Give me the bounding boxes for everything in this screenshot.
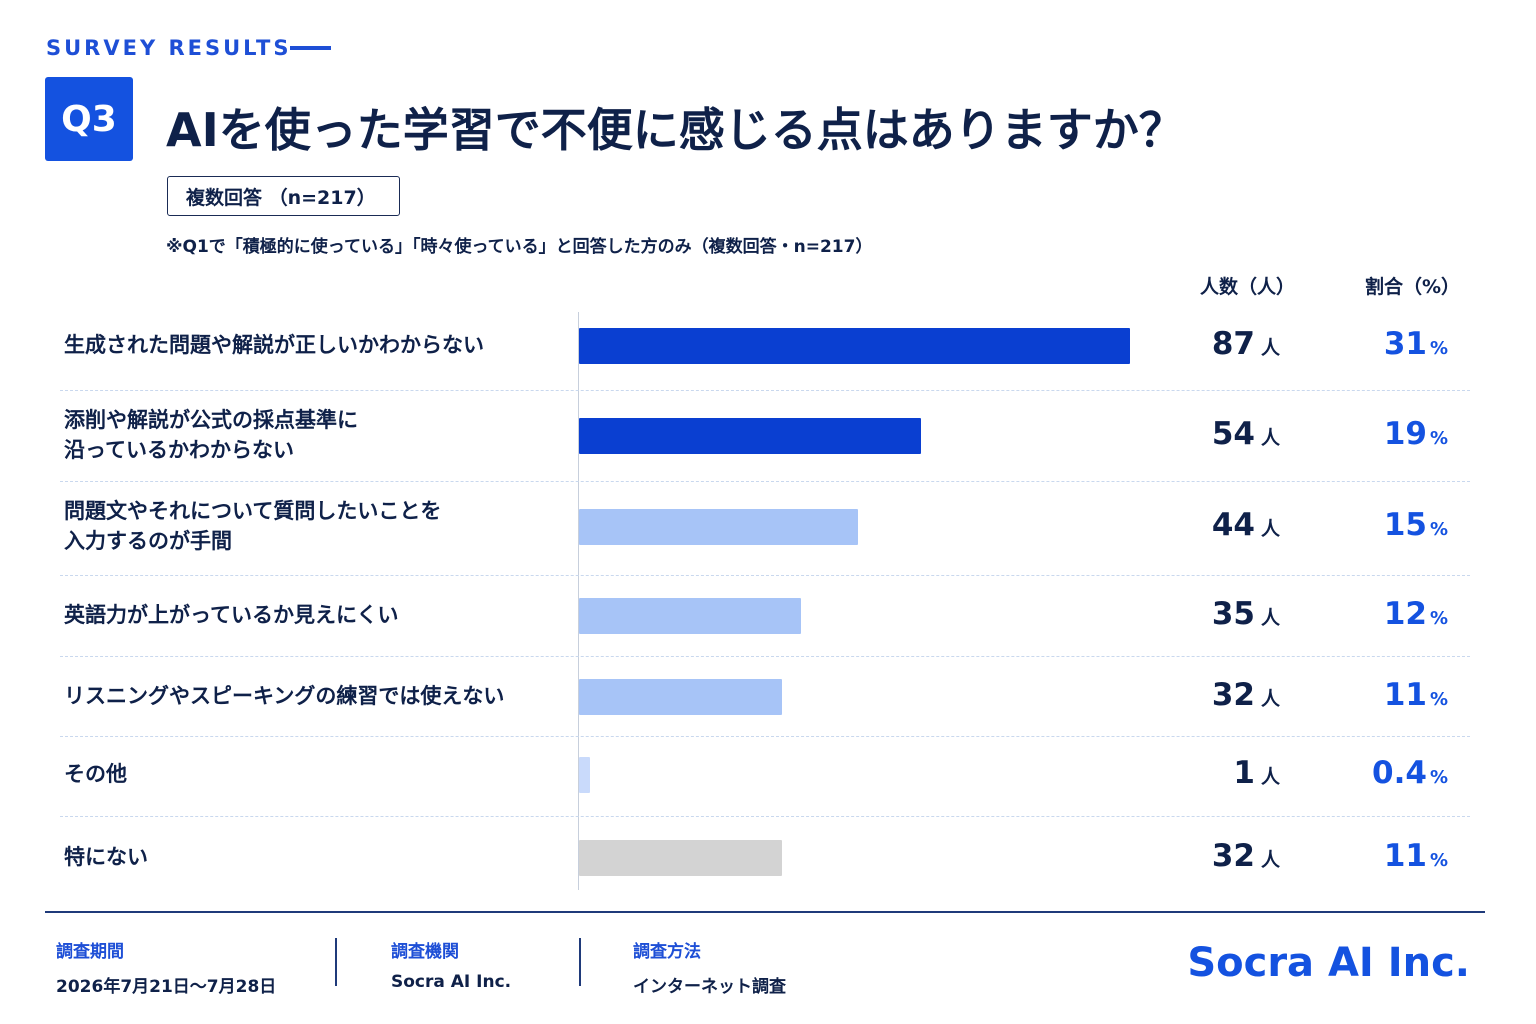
category-label: リスニングやスピーキングの練習では使えない xyxy=(64,681,504,711)
percent-column-header: 割合（%） xyxy=(1365,276,1461,298)
survey-period: 調査期間 2026年7月21日〜7月28日 xyxy=(56,937,276,997)
bar xyxy=(579,679,782,715)
footer-divider xyxy=(45,911,1485,913)
percent-value: 11% xyxy=(1300,677,1448,713)
count-number: 44 xyxy=(1211,507,1255,543)
survey-period-value: 2026年7月21日〜7月28日 xyxy=(56,977,277,997)
percent-value: 12% xyxy=(1300,596,1448,632)
company-logo-text: Socra AI Inc. xyxy=(1187,940,1470,986)
percent-number: 12 xyxy=(1383,596,1427,632)
percent-unit: % xyxy=(1429,608,1448,629)
page-title: AIを使った学習で不便に感じる点はありますか？ xyxy=(166,103,1185,157)
percent-number: 0.4 xyxy=(1372,755,1427,791)
count-unit: 人 xyxy=(1260,337,1280,359)
row-divider xyxy=(60,481,1470,482)
footer-separator xyxy=(335,938,337,986)
count-unit: 人 xyxy=(1260,427,1280,449)
row-divider xyxy=(60,736,1470,737)
survey-label: SURVEY RESULTS xyxy=(46,36,292,60)
count-value: 35 人 xyxy=(1130,596,1280,632)
count-unit: 人 xyxy=(1260,688,1280,710)
survey-method: 調査方法 インターネット調査 xyxy=(633,937,786,997)
count-value: 44 人 xyxy=(1130,507,1280,543)
percent-unit: % xyxy=(1429,338,1448,359)
row-divider xyxy=(60,575,1470,576)
count-value: 32 人 xyxy=(1130,838,1280,874)
category-label: 問題文やそれについて質問したいことを 入力するのが手間 xyxy=(64,496,441,556)
percent-value: 15% xyxy=(1300,507,1448,543)
count-column-header: 人数（人） xyxy=(1200,276,1296,298)
count-value: 54 人 xyxy=(1130,416,1280,452)
bar xyxy=(579,757,590,793)
category-label: その他 xyxy=(64,759,127,789)
percent-value: 31% xyxy=(1300,326,1448,362)
count-value: 32 人 xyxy=(1130,677,1280,713)
survey-period-label: 調査期間 xyxy=(56,942,124,962)
bar xyxy=(579,840,782,876)
row-divider xyxy=(60,390,1470,391)
category-label-line: 生成された問題や解説が正しいかわからない xyxy=(64,333,484,357)
row-divider xyxy=(60,656,1470,657)
footer-separator xyxy=(579,938,581,986)
row-divider xyxy=(60,816,1470,817)
bar xyxy=(579,598,801,634)
count-number: 32 xyxy=(1211,677,1255,713)
percent-value: 19% xyxy=(1300,416,1448,452)
bar xyxy=(579,418,921,454)
category-label-line: 問題文やそれについて質問したいことを xyxy=(64,499,442,523)
category-label-line: 沿っているかわからない xyxy=(64,438,294,462)
survey-organization: 調査機関 Socra AI Inc. xyxy=(391,937,511,992)
percent-unit: % xyxy=(1429,767,1448,788)
percent-number: 11 xyxy=(1383,677,1427,713)
count-number: 35 xyxy=(1211,596,1255,632)
percent-value: 11% xyxy=(1300,838,1448,874)
percent-number: 31 xyxy=(1383,326,1427,362)
count-number: 87 xyxy=(1211,326,1255,362)
percent-value: 0.4% xyxy=(1300,755,1448,791)
category-label-line: 添削や解説が公式の採点基準に xyxy=(64,408,358,432)
category-label: 特にない xyxy=(64,842,148,872)
respondent-note: ※Q1で「積極的に使っている」「時々使っている」と回答した方のみ（複数回答・n=… xyxy=(166,237,873,257)
category-label-line: リスニングやスピーキングの練習では使えない xyxy=(64,684,505,708)
survey-method-value: インターネット調査 xyxy=(633,977,786,997)
category-label-line: 入力するのが手間 xyxy=(64,529,232,553)
percent-unit: % xyxy=(1429,519,1448,540)
percent-unit: % xyxy=(1429,428,1448,449)
count-number: 32 xyxy=(1211,838,1255,874)
bar xyxy=(579,509,858,545)
count-unit: 人 xyxy=(1260,849,1280,871)
count-number: 54 xyxy=(1211,416,1255,452)
percent-number: 15 xyxy=(1383,507,1427,543)
survey-method-label: 調査方法 xyxy=(633,942,701,962)
percent-number: 11 xyxy=(1383,838,1427,874)
category-label: 生成された問題や解説が正しいかわからない xyxy=(64,330,484,360)
category-label-line: 英語力が上がっているか見えにくい xyxy=(64,603,399,627)
percent-unit: % xyxy=(1429,850,1448,871)
percent-unit: % xyxy=(1429,689,1448,710)
chart-axis-line xyxy=(578,312,579,890)
count-unit: 人 xyxy=(1260,607,1280,629)
category-label-line: その他 xyxy=(64,762,127,786)
percent-number: 19 xyxy=(1383,416,1427,452)
question-number-badge: Q3 xyxy=(45,77,133,161)
category-label: 添削や解説が公式の採点基準に 沿っているかわからない xyxy=(64,405,358,465)
survey-organization-value: Socra AI Inc. xyxy=(391,972,512,992)
count-number: 1 xyxy=(1233,755,1255,791)
category-label: 英語力が上がっているか見えにくい xyxy=(64,600,399,630)
count-unit: 人 xyxy=(1260,518,1280,540)
bar xyxy=(579,328,1130,364)
count-unit: 人 xyxy=(1260,766,1280,788)
category-label-line: 特にない xyxy=(64,845,148,869)
answer-type-badge: 複数回答 （n=217） xyxy=(167,176,400,216)
count-value: 87 人 xyxy=(1130,326,1280,362)
survey-organization-label: 調査機関 xyxy=(391,942,459,962)
survey-label-accent-line xyxy=(290,46,331,50)
